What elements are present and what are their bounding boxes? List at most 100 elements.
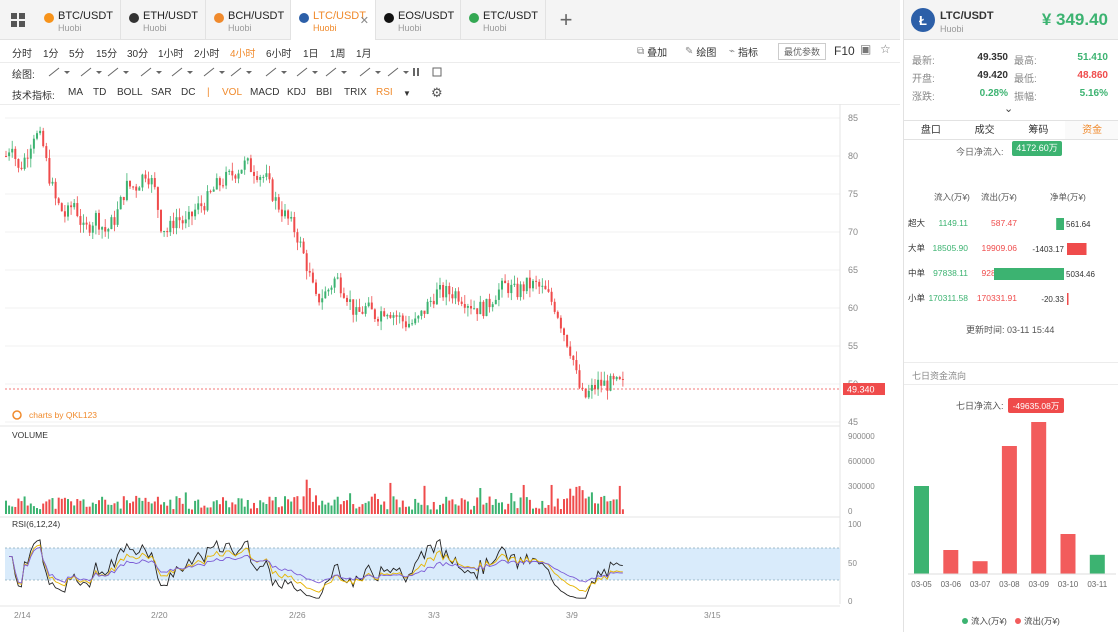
indicator-vol[interactable]: VOL <box>222 87 243 98</box>
timeframe-10[interactable]: 1周 <box>330 49 346 60</box>
candle <box>200 195 203 213</box>
draw-tool-0-icon[interactable] <box>48 67 70 77</box>
chevron-down-icon[interactable]: ⌄ <box>1004 103 1014 115</box>
grid-menu-icon[interactable] <box>0 0 36 40</box>
draw-tool-13-icon[interactable] <box>432 67 442 77</box>
timeframe-5[interactable]: 1小时 <box>158 49 184 60</box>
candle <box>11 140 14 158</box>
volume-bar <box>358 506 361 514</box>
candle <box>178 208 181 229</box>
indicator-sar[interactable]: SAR <box>151 87 172 98</box>
draw-tool-6-icon[interactable] <box>230 67 252 77</box>
timeframe-9[interactable]: 1日 <box>303 49 319 60</box>
candle <box>463 295 466 314</box>
volume-bar <box>315 495 317 514</box>
candle <box>101 226 104 239</box>
indicator-td[interactable]: TD <box>93 87 107 98</box>
indicator-rsi[interactable]: RSI <box>376 87 393 98</box>
drawing-tools[interactable] <box>44 63 504 81</box>
volume-bar <box>380 504 383 514</box>
timeframe-4[interactable]: 30分 <box>127 49 149 60</box>
stat-label: 振幅: <box>1014 92 1037 103</box>
eos-icon <box>384 13 394 23</box>
draw-tool-10-icon[interactable] <box>359 67 381 77</box>
candle <box>426 298 429 315</box>
close-icon[interactable]: ✕ <box>359 15 369 27</box>
tab-ltc-usdt[interactable]: LTC/USDT Huobi ✕ <box>291 0 376 40</box>
draw-tool-12-icon[interactable] <box>413 68 419 76</box>
screenshot-icon[interactable]: ▣ <box>860 42 872 56</box>
draw-tool-1-icon[interactable] <box>80 67 102 77</box>
seven-day-bar <box>1031 422 1047 574</box>
volume-tick: 600000 <box>848 457 875 466</box>
fund-tab-0[interactable]: 盘口 <box>920 125 941 136</box>
indicator-trix[interactable]: TRIX <box>344 87 367 98</box>
timeframe-8[interactable]: 6小时 <box>266 49 292 60</box>
volume-bar <box>566 498 569 514</box>
add-tab-button[interactable]: + <box>559 7 573 32</box>
update-time: 更新时间: 03-11 15:44 <box>966 325 1055 335</box>
tab-eth-usdt[interactable]: ETH/USDT Huobi <box>121 0 206 40</box>
volume-bar <box>448 500 451 514</box>
best-params-button[interactable]: 最优参数 <box>778 43 827 60</box>
star-icon[interactable]: ☆ <box>880 42 891 56</box>
indicator-button[interactable]: ⌁ 指标 <box>729 46 759 59</box>
f10-button[interactable]: F10 <box>834 44 855 58</box>
timeframe-1[interactable]: 1分 <box>43 49 59 60</box>
fund-row-name: 超大 <box>908 218 926 228</box>
timeframe-2[interactable]: 5分 <box>69 49 85 60</box>
draw-tool-4-icon[interactable] <box>171 67 193 77</box>
indicator-macd[interactable]: MACD <box>250 87 280 98</box>
timeframe-7[interactable]: 4小时 <box>230 49 256 60</box>
indicator-boll[interactable]: BOLL <box>117 87 143 98</box>
candle <box>435 282 438 305</box>
volume-bar <box>581 490 584 514</box>
draw-button[interactable]: ✎ 绘图 <box>685 46 717 59</box>
draw-tool-5-icon[interactable] <box>203 67 225 77</box>
draw-tool-11-icon[interactable] <box>387 67 409 77</box>
indicator-kdj[interactable]: KDJ <box>287 87 306 98</box>
candle <box>277 193 280 213</box>
volume-bar <box>516 508 519 514</box>
seven-day-date: 03-09 <box>1028 580 1049 589</box>
timeframe-0[interactable]: 分时 <box>12 49 32 60</box>
indicator-bbi[interactable]: BBI <box>316 87 333 98</box>
volume-bar <box>8 505 11 514</box>
timeframe-6[interactable]: 2小时 <box>194 49 220 60</box>
indicator-ma[interactable]: MA <box>68 87 83 98</box>
tab-bch-usdt[interactable]: BCH/USDT Huobi <box>206 0 291 40</box>
indicator-toolbar: 技术指标: MA TD BOLL SAR DC | VOL MACD KDJ BBI TRIX RSI… <box>0 85 900 103</box>
candle <box>194 203 197 220</box>
fund-outflow: 170331.91 <box>977 293 1017 303</box>
tab-eos-usdt[interactable]: EOS/USDT Huobi <box>376 0 461 40</box>
stat-value: 48.860 <box>1077 70 1108 81</box>
fund-tab-2[interactable]: 筹码 <box>1028 125 1049 136</box>
draw-tool-7-icon[interactable] <box>265 67 287 77</box>
date-tick: 3/3 <box>428 610 440 620</box>
timeframe-3[interactable]: 15分 <box>96 49 118 60</box>
volume-bar <box>392 496 395 514</box>
stat-value: 49.350 <box>977 52 1008 63</box>
volume-bar <box>11 506 14 514</box>
indicator-dc[interactable]: DC <box>181 87 196 98</box>
fund-tab-1[interactable]: 成交 <box>974 125 995 136</box>
candlestick-chart[interactable]: 85 80 75 70 65 60 55 50 45 49.340 charts by QKL123… <box>0 104 900 632</box>
tab-btc-usdt[interactable]: BTC/USDT Huobi <box>36 0 121 40</box>
draw-tool-2-icon[interactable] <box>107 67 129 77</box>
fund-tab-3[interactable]: 资金 <box>1065 121 1118 139</box>
volume-bar <box>262 502 265 514</box>
indicator-dropdown-icon[interactable]: ▼ <box>403 89 411 98</box>
candle <box>271 177 274 202</box>
volume-bar <box>435 509 438 514</box>
volume-bar <box>383 501 386 514</box>
draw-tool-3-icon[interactable] <box>140 67 162 77</box>
overlay-button[interactable]: ⧉ 叠加 <box>637 46 668 59</box>
candle <box>408 315 410 329</box>
tab-etc-usdt[interactable]: ETC/USDT Huobi <box>461 0 546 40</box>
draw-tool-9-icon[interactable] <box>325 67 347 77</box>
settings-gear-icon[interactable]: ⚙ <box>431 85 443 100</box>
timeframe-11[interactable]: 1月 <box>356 49 372 60</box>
candle <box>91 222 94 239</box>
draw-tool-8-icon[interactable] <box>296 67 318 77</box>
fund-inflow: 97838.11 <box>933 268 968 278</box>
